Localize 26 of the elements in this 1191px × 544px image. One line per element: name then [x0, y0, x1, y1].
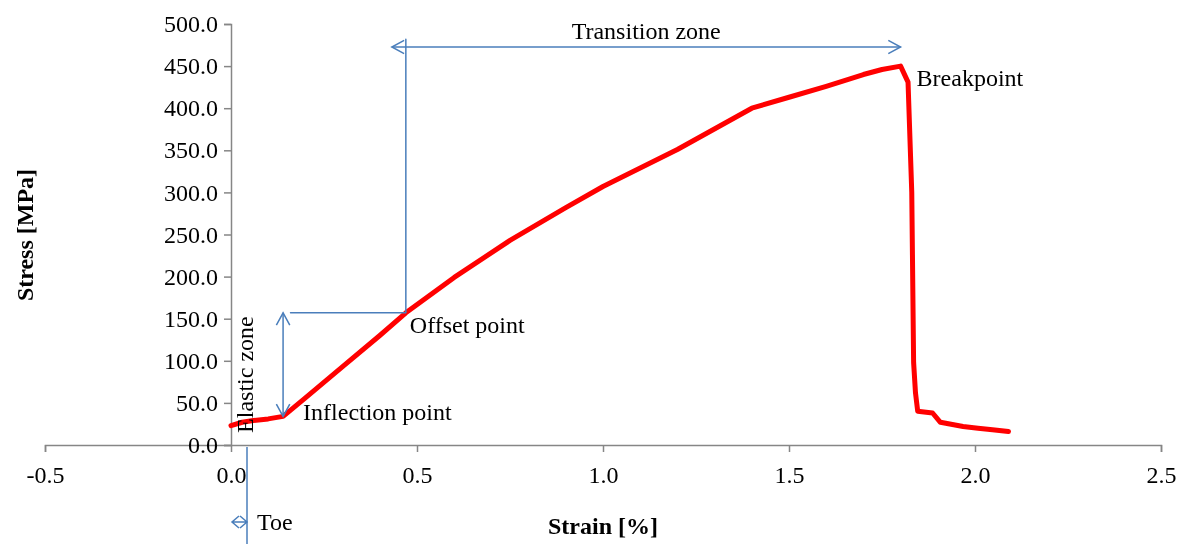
- y-tick-label: 450.0: [164, 53, 218, 80]
- annotation: Elastic zone: [232, 316, 259, 433]
- x-tick-label: 1.0: [588, 462, 619, 489]
- annotation: Transition zone: [571, 18, 721, 44]
- y-tick-label: 0.0: [188, 432, 218, 459]
- annotation: Offset point: [409, 311, 526, 338]
- y-tick-label: 200.0: [164, 263, 218, 290]
- y-tick-label: 400.0: [164, 95, 218, 122]
- y-tick-label: 100.0: [164, 347, 218, 374]
- x-tick-label: 0.0: [216, 462, 247, 489]
- x-axis-title: Strain [%]: [548, 513, 658, 539]
- x-tick-label: -0.5: [26, 462, 65, 489]
- y-tick-label: 150.0: [164, 305, 218, 332]
- y-tick-label: 250.0: [164, 221, 218, 248]
- annotation: Inflection point: [303, 399, 453, 426]
- y-tick-label: 500.0: [164, 11, 218, 38]
- y-axis-title: Stress [MPa]: [12, 168, 38, 302]
- y-tick-label: 50.0: [176, 390, 218, 417]
- annotation: Breakpoint: [916, 65, 1024, 92]
- text: Toe: [257, 509, 293, 535]
- y-tick-label: 300.0: [164, 179, 218, 206]
- y-tick-label: 350.0: [164, 137, 218, 164]
- x-tick-label: 2.0: [960, 462, 991, 489]
- x-tick-label: 1.5: [774, 462, 805, 489]
- x-tick-label: 0.5: [402, 462, 433, 489]
- x-tick-label: 2.5: [1146, 462, 1177, 489]
